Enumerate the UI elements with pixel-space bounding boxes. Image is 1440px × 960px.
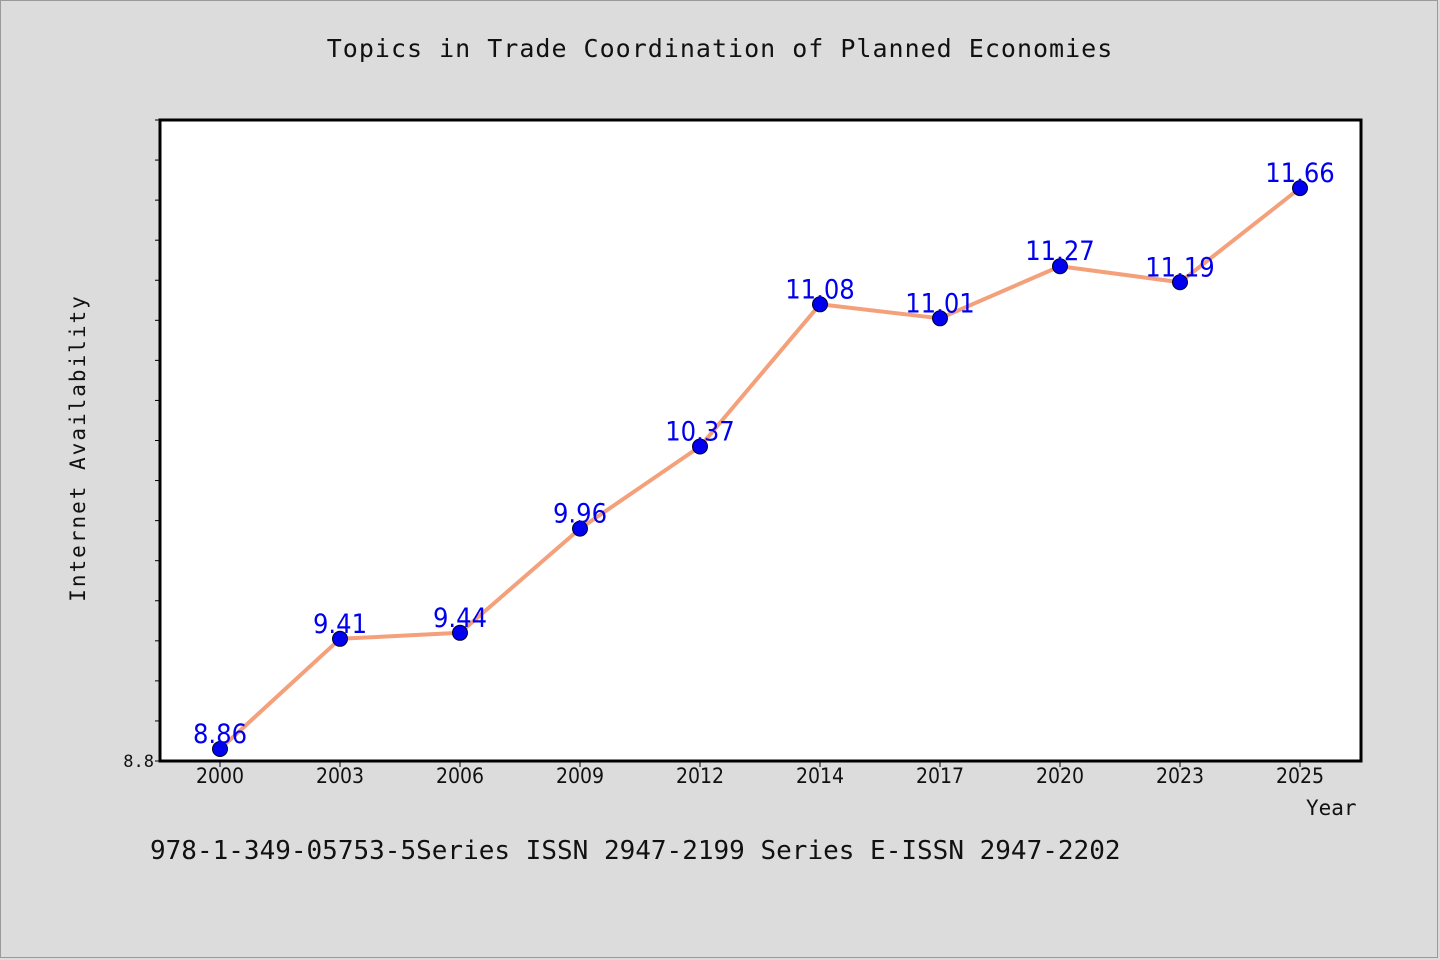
data-label: 9.41 bbox=[313, 609, 367, 640]
data-point bbox=[572, 520, 588, 537]
data-label: 11.27 bbox=[1025, 236, 1095, 267]
data-point bbox=[212, 740, 228, 757]
data-point bbox=[692, 438, 708, 455]
data-point bbox=[812, 296, 828, 313]
footer-isbn-text: 978-1-349-05753-5Series ISSN 2947-2199 S… bbox=[150, 836, 1121, 866]
data-label: 9.96 bbox=[553, 499, 607, 530]
y-tick-label: 8.8 bbox=[123, 752, 154, 772]
data-point bbox=[332, 630, 348, 647]
data-point bbox=[1292, 180, 1308, 197]
data-label: 11.08 bbox=[785, 274, 855, 305]
x-tick-label: 2003 bbox=[316, 764, 364, 788]
x-tick-label: 2006 bbox=[436, 764, 484, 788]
data-label: 10.37 bbox=[665, 417, 735, 448]
data-label: 11.66 bbox=[1265, 158, 1335, 189]
plot-area bbox=[158, 118, 1363, 763]
x-tick-label: 2000 bbox=[196, 764, 244, 788]
data-label: 9.44 bbox=[433, 603, 487, 634]
data-label: 8.86 bbox=[193, 719, 247, 750]
x-tick-label: 2020 bbox=[1036, 764, 1084, 788]
data-point bbox=[452, 624, 468, 641]
x-tick-label: 2023 bbox=[1156, 764, 1204, 788]
data-label: 11.01 bbox=[905, 288, 975, 319]
series-line bbox=[218, 186, 1302, 751]
x-tick-label: 2012 bbox=[676, 764, 724, 788]
data-point bbox=[932, 310, 948, 327]
x-axis-label: Year bbox=[1306, 796, 1357, 820]
chart-title: Topics in Trade Coordination of Planned … bbox=[326, 34, 1114, 63]
data-point bbox=[1172, 274, 1188, 291]
data-label: 11.19 bbox=[1145, 252, 1215, 283]
x-tick-label: 2025 bbox=[1276, 764, 1324, 788]
x-tick-label: 2009 bbox=[556, 764, 604, 788]
x-tick-label: 2017 bbox=[916, 764, 964, 788]
x-tick-label: 2014 bbox=[796, 764, 844, 788]
data-point bbox=[1052, 258, 1068, 275]
